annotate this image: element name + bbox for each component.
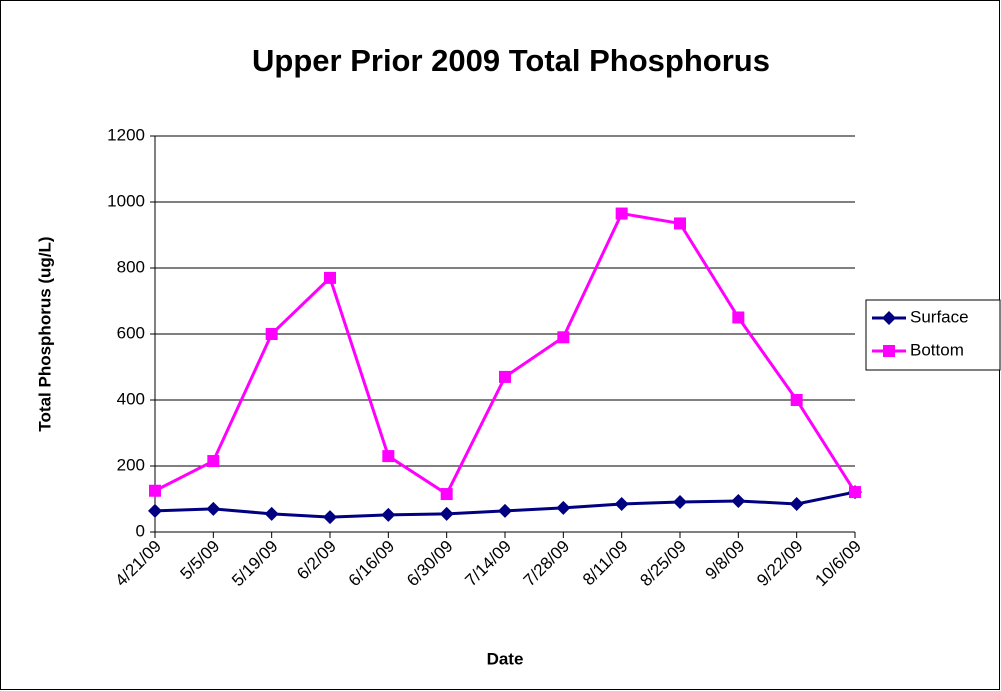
marker — [324, 271, 336, 284]
marker — [499, 370, 511, 383]
y-tick-label: 200 — [117, 455, 145, 474]
y-axis-label: Total Phosphorus (ug/L) — [35, 236, 54, 431]
legend-label: Surface — [910, 307, 969, 326]
marker — [731, 493, 746, 508]
marker — [790, 394, 803, 406]
marker — [323, 510, 337, 525]
y-tick-label: 800 — [117, 257, 145, 276]
x-axis-label: Date — [487, 649, 524, 668]
marker — [732, 311, 745, 324]
y-tick-label: 400 — [117, 389, 145, 408]
y-tick-label: 1000 — [107, 191, 145, 210]
marker — [789, 496, 804, 511]
marker — [440, 488, 453, 501]
marker — [557, 331, 570, 344]
marker — [148, 503, 162, 518]
marker — [556, 500, 571, 515]
marker — [614, 496, 629, 511]
legend-label: Bottom — [910, 340, 964, 359]
marker — [674, 217, 686, 230]
chart-title: Upper Prior 2009 Total Phosphorus — [252, 43, 770, 78]
legend-box — [865, 299, 1001, 371]
y-tick-label: 0 — [136, 521, 145, 540]
marker — [883, 345, 895, 357]
marker — [849, 486, 861, 499]
marker — [207, 455, 220, 468]
marker — [206, 501, 221, 516]
marker — [498, 503, 512, 518]
marker — [149, 484, 161, 497]
marker — [439, 506, 454, 521]
y-tick-label: 1200 — [107, 125, 145, 144]
marker — [265, 328, 278, 340]
marker — [673, 494, 687, 509]
marker — [264, 506, 279, 521]
marker — [382, 450, 395, 463]
marker — [882, 311, 896, 325]
marker — [381, 507, 396, 522]
marker — [615, 207, 628, 220]
y-tick-label: 600 — [117, 323, 145, 342]
